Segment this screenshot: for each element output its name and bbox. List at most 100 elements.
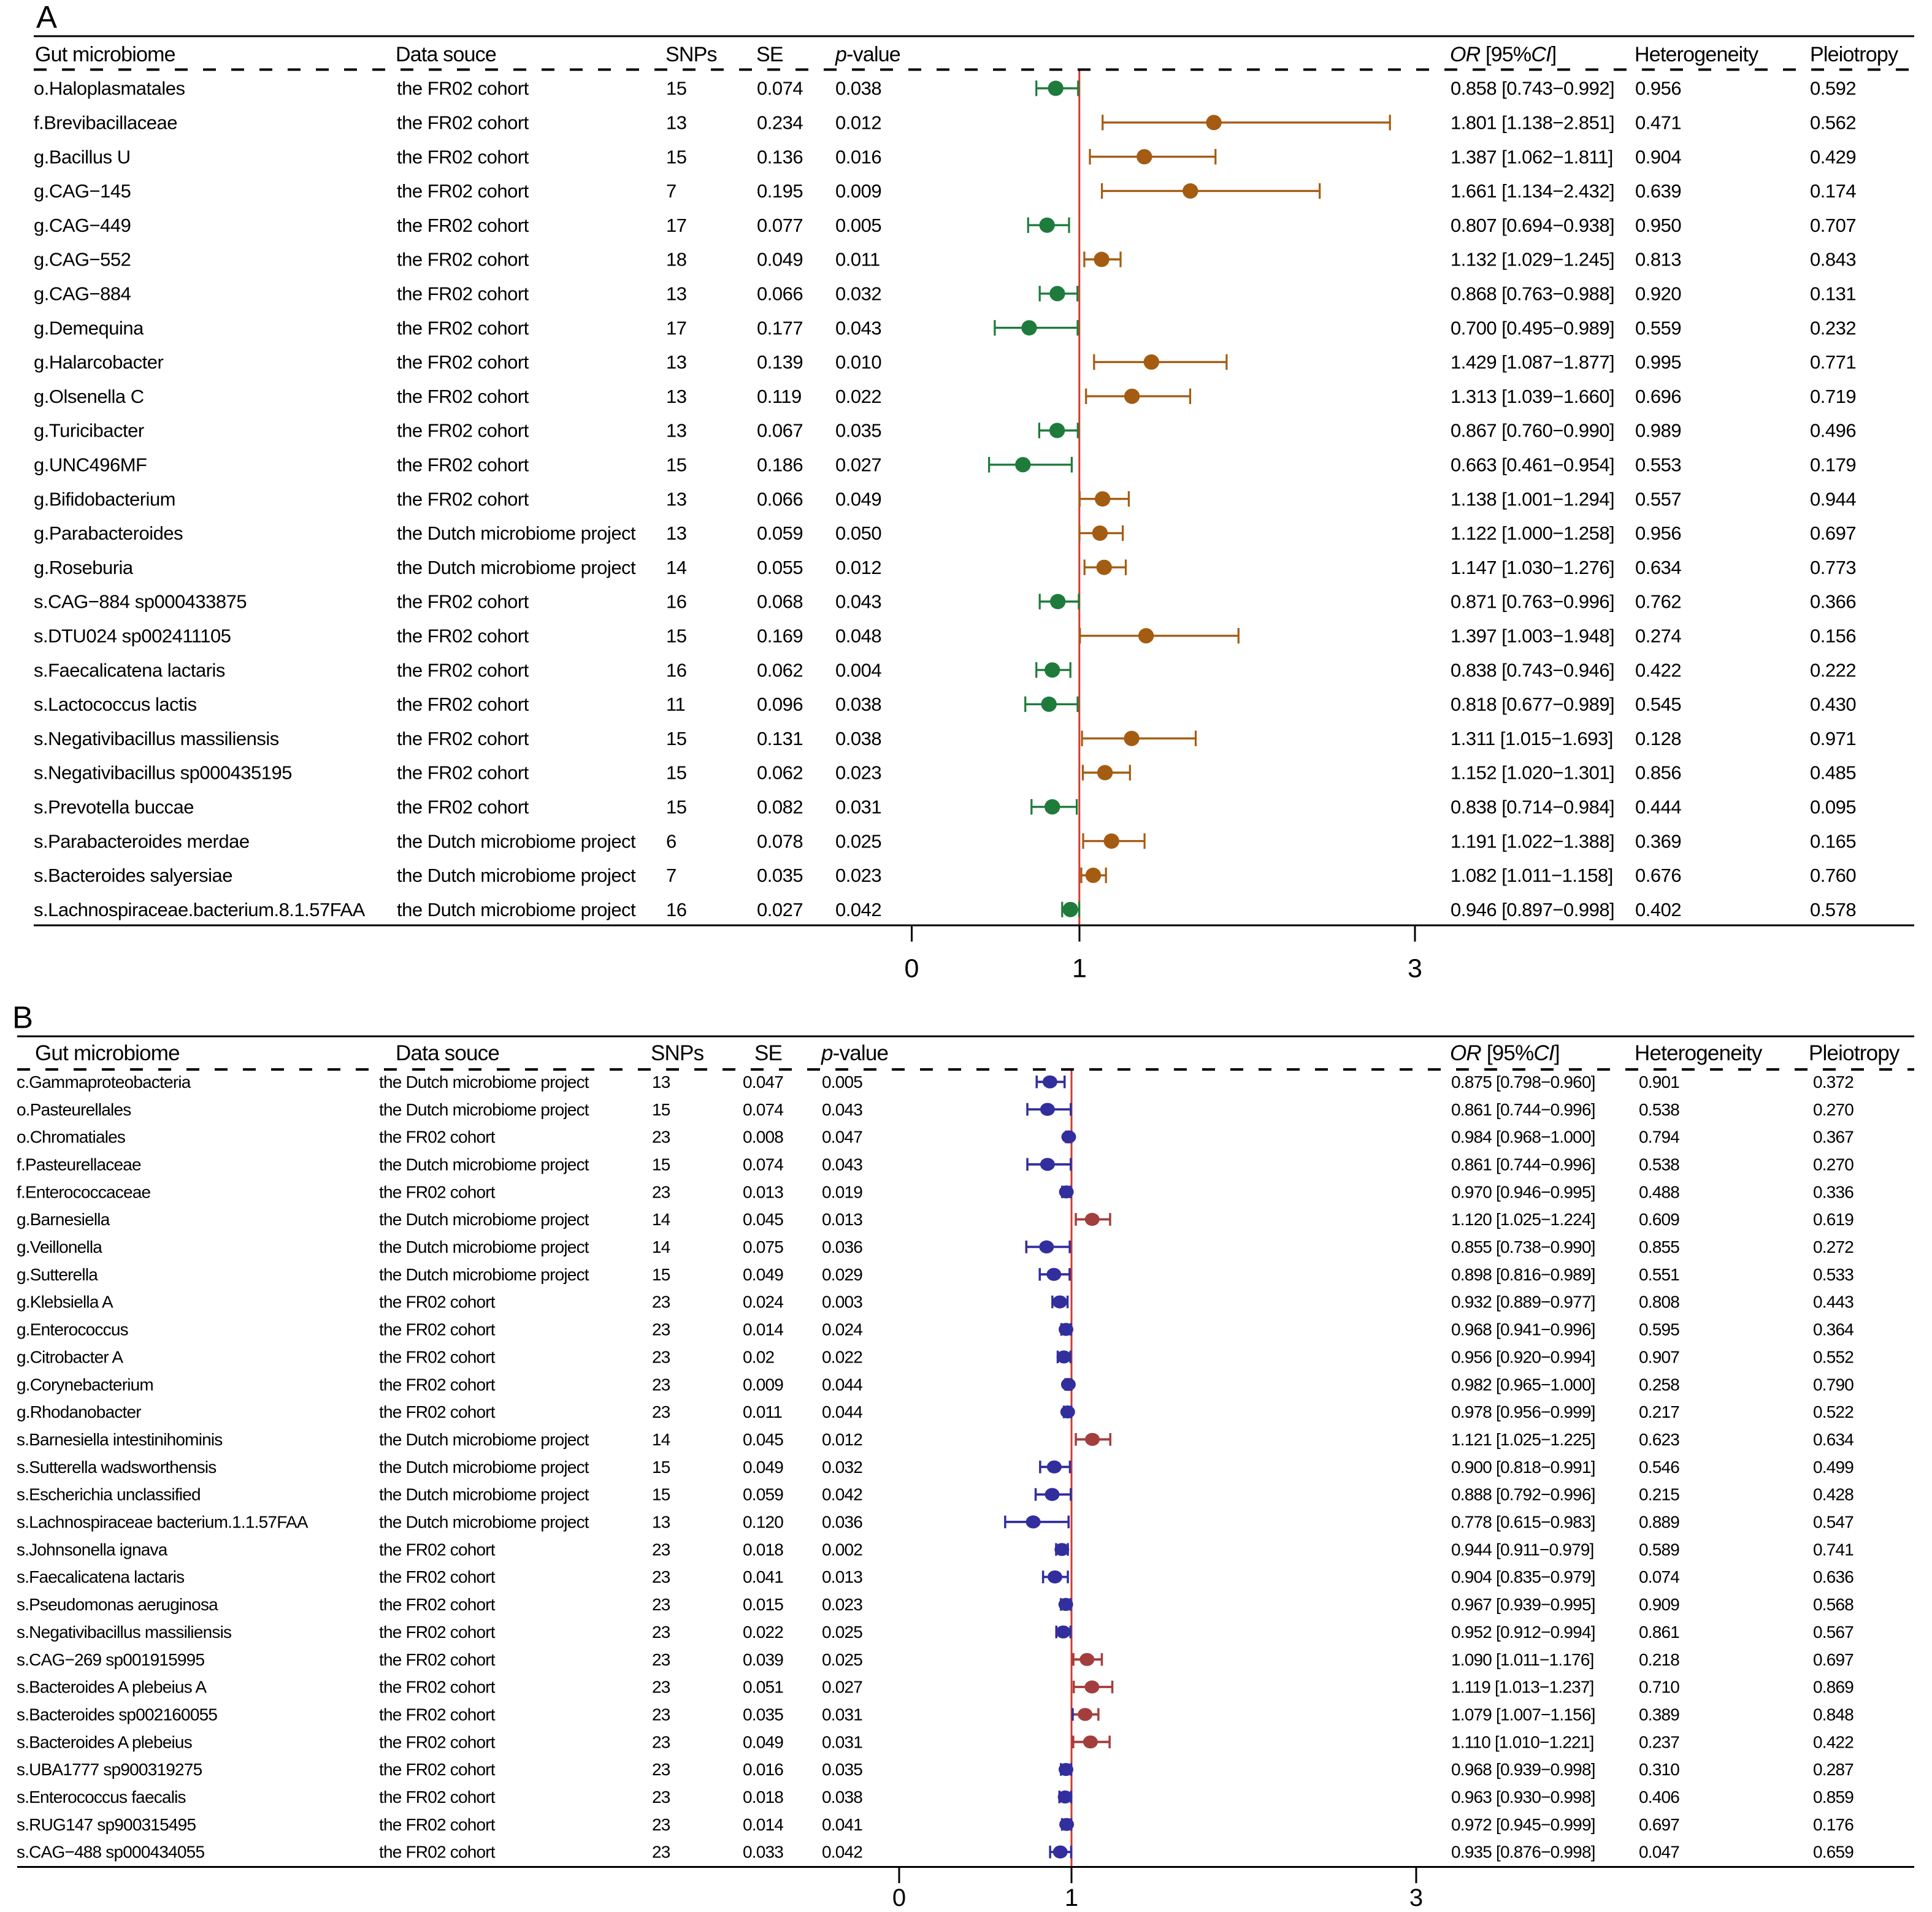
svg-text:23: 23	[652, 1788, 670, 1807]
svg-text:g.Demequina: g.Demequina	[34, 317, 144, 338]
svg-text:0.232: 0.232	[1810, 317, 1856, 338]
svg-text:0.018: 0.018	[743, 1540, 783, 1559]
svg-text:s.Barnesiella intestinihominis: s.Barnesiella intestinihominis	[17, 1430, 223, 1449]
svg-text:0.222: 0.222	[1810, 659, 1856, 681]
svg-text:g.Parabacteroides: g.Parabacteroides	[34, 522, 183, 544]
svg-text:0.760: 0.760	[1810, 865, 1856, 886]
svg-text:0.045: 0.045	[743, 1210, 783, 1229]
svg-text:0.059: 0.059	[757, 522, 803, 544]
svg-text:0.971: 0.971	[1810, 728, 1856, 749]
svg-text:0.031: 0.031	[822, 1732, 862, 1751]
svg-text:0.634: 0.634	[1813, 1430, 1853, 1449]
svg-text:0.538: 0.538	[1639, 1100, 1679, 1119]
svg-text:the FR02 cohort: the FR02 cohort	[397, 797, 529, 818]
svg-text:0.888 [0.792−0.996]: 0.888 [0.792−0.996]	[1451, 1485, 1595, 1504]
svg-text:23: 23	[652, 1128, 670, 1147]
svg-text:0.676: 0.676	[1635, 865, 1681, 886]
svg-text:0.932 [0.889−0.977]: 0.932 [0.889−0.977]	[1451, 1293, 1595, 1312]
svg-text:0.485: 0.485	[1810, 762, 1856, 784]
svg-text:0.023: 0.023	[822, 1595, 862, 1614]
svg-text:0.567: 0.567	[1813, 1623, 1853, 1642]
svg-text:0.013: 0.013	[822, 1567, 862, 1586]
svg-text:0.041: 0.041	[822, 1815, 862, 1834]
svg-text:s.RUG147 sp900315495: s.RUG147 sp900315495	[17, 1815, 196, 1834]
svg-text:1.152 [1.020−1.301]: 1.152 [1.020−1.301]	[1451, 762, 1614, 784]
svg-text:0.968 [0.941−0.996]: 0.968 [0.941−0.996]	[1451, 1320, 1595, 1339]
svg-text:0.533: 0.533	[1813, 1265, 1853, 1284]
svg-text:1.311 [1.015−1.693]: 1.311 [1.015−1.693]	[1451, 728, 1613, 749]
svg-text:0.553: 0.553	[1635, 454, 1681, 476]
svg-text:0.027: 0.027	[822, 1678, 862, 1697]
svg-text:0.429: 0.429	[1810, 146, 1856, 167]
svg-text:the FR02 cohort: the FR02 cohort	[397, 625, 529, 647]
svg-text:0.956: 0.956	[1635, 522, 1681, 544]
svg-text:23: 23	[652, 1402, 670, 1421]
svg-text:the Dutch microbiome project: the Dutch microbiome project	[379, 1458, 589, 1477]
svg-text:0.258: 0.258	[1639, 1375, 1679, 1394]
svg-text:0.471: 0.471	[1635, 112, 1681, 134]
svg-text:0.015: 0.015	[743, 1595, 783, 1614]
svg-text:0.066: 0.066	[757, 488, 803, 510]
svg-text:0.909: 0.909	[1639, 1595, 1679, 1614]
svg-text:g.Olsenella C: g.Olsenella C	[34, 386, 144, 407]
svg-text:0.012: 0.012	[835, 112, 881, 134]
svg-text:g.Veillonella: g.Veillonella	[17, 1237, 102, 1256]
svg-text:0.310: 0.310	[1639, 1760, 1679, 1779]
svg-text:0.488: 0.488	[1639, 1182, 1679, 1201]
svg-text:s.Parabacteroides merdae: s.Parabacteroides merdae	[34, 830, 250, 852]
svg-text:0.274: 0.274	[1635, 625, 1681, 647]
svg-text:0.177: 0.177	[757, 317, 803, 338]
svg-text:s.Faecalicatena lactaris: s.Faecalicatena lactaris	[34, 659, 225, 681]
svg-text:0.039: 0.039	[743, 1650, 783, 1669]
svg-text:0.186: 0.186	[757, 454, 803, 476]
svg-text:0.762: 0.762	[1635, 591, 1681, 613]
svg-text:A: A	[36, 0, 57, 35]
svg-text:0.013: 0.013	[822, 1210, 862, 1229]
svg-text:0.875 [0.798−0.960]: 0.875 [0.798−0.960]	[1451, 1073, 1595, 1092]
svg-text:the FR02 cohort: the FR02 cohort	[379, 1375, 496, 1394]
svg-text:0.547: 0.547	[1813, 1513, 1853, 1532]
svg-text:15: 15	[652, 1485, 670, 1504]
svg-text:0.038: 0.038	[822, 1788, 862, 1807]
svg-text:the FR02 cohort: the FR02 cohort	[379, 1320, 496, 1339]
svg-text:15: 15	[666, 146, 686, 167]
svg-text:15: 15	[652, 1458, 670, 1477]
svg-text:0.049: 0.049	[743, 1458, 783, 1477]
svg-text:Gut microbiome: Gut microbiome	[35, 43, 175, 66]
svg-text:0.935 [0.876−0.998]: 0.935 [0.876−0.998]	[1451, 1843, 1595, 1862]
svg-text:0.904 [0.835−0.979]: 0.904 [0.835−0.979]	[1451, 1567, 1595, 1586]
svg-text:g.CAG−449: g.CAG−449	[34, 215, 131, 236]
svg-text:1.122 [1.000−1.258]: 1.122 [1.000−1.258]	[1451, 522, 1614, 544]
svg-text:0.027: 0.027	[835, 454, 881, 476]
svg-text:the FR02 cohort: the FR02 cohort	[379, 1347, 496, 1366]
svg-text:0.858 [0.743−0.992]: 0.858 [0.743−0.992]	[1451, 78, 1614, 99]
svg-text:0.234: 0.234	[757, 112, 803, 134]
svg-text:0.179: 0.179	[1810, 454, 1856, 476]
svg-text:0.019: 0.019	[822, 1182, 862, 1201]
svg-text:0.904: 0.904	[1635, 146, 1681, 167]
svg-text:0.032: 0.032	[835, 283, 881, 305]
svg-text:0.813: 0.813	[1635, 249, 1681, 270]
svg-text:18: 18	[666, 249, 686, 270]
svg-text:0.366: 0.366	[1810, 591, 1856, 613]
svg-text:0.989: 0.989	[1635, 420, 1681, 442]
svg-text:OR [95%CI]: OR [95%CI]	[1450, 1041, 1560, 1065]
svg-text:23: 23	[652, 1650, 670, 1669]
svg-text:the FR02 cohort: the FR02 cohort	[397, 112, 529, 134]
svg-text:0.559: 0.559	[1635, 317, 1681, 338]
svg-text:g.Bacillus U: g.Bacillus U	[34, 146, 131, 167]
svg-text:1.119 [1.013−1.237]: 1.119 [1.013−1.237]	[1451, 1678, 1594, 1697]
svg-text:the Dutch microbiome project: the Dutch microbiome project	[397, 830, 636, 852]
svg-text:0.044: 0.044	[822, 1375, 862, 1394]
svg-text:SE: SE	[756, 43, 783, 66]
svg-text:0.067: 0.067	[757, 420, 803, 442]
svg-text:0.02: 0.02	[743, 1347, 775, 1366]
svg-text:1.147 [1.030−1.276]: 1.147 [1.030−1.276]	[1451, 557, 1614, 578]
svg-text:0.023: 0.023	[835, 762, 881, 784]
svg-text:0.855 [0.738−0.990]: 0.855 [0.738−0.990]	[1451, 1237, 1595, 1256]
svg-text:p-value: p-value	[835, 43, 900, 66]
svg-text:0.047: 0.047	[822, 1128, 862, 1147]
svg-text:0.139: 0.139	[757, 351, 803, 373]
svg-text:0.024: 0.024	[822, 1320, 862, 1339]
svg-text:23: 23	[652, 1182, 670, 1201]
